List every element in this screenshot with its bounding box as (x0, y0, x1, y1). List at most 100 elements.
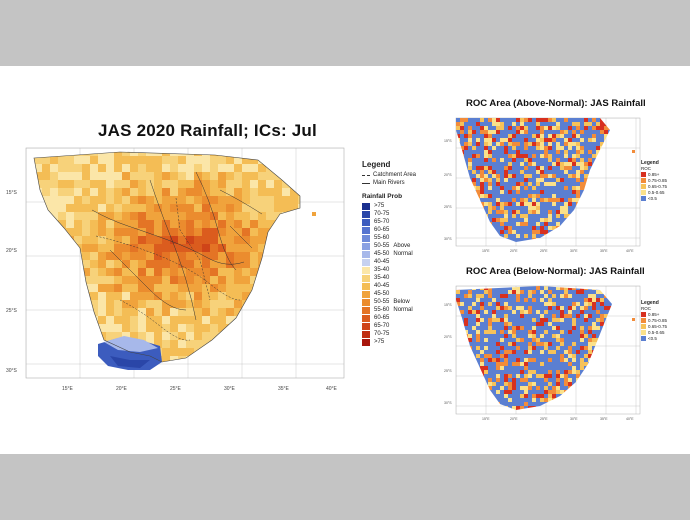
legend-bin-7: 40-45 (362, 258, 450, 266)
main-lon-label-5: 35°E (278, 386, 290, 392)
legend-bin-15: 65-70 (362, 322, 450, 330)
roc-below-lon-2: 20°E (510, 417, 518, 421)
legend-swatch (362, 234, 370, 242)
main-map-legend: Legend Catchment Area Main Rivers Rainfa… (362, 160, 450, 346)
legend-bin-3: 60-65 (362, 226, 450, 234)
roc-below-lat-3: 25°S (444, 369, 452, 373)
legend-item-label: 0.75-0.85 (648, 177, 668, 183)
legend-item-label: <0.5 (648, 335, 657, 341)
legend-bin-0: >75 (362, 202, 450, 210)
roc-above-lon-5: 35°E (600, 249, 608, 253)
legend-swatch (641, 317, 646, 323)
legend-swatch (362, 330, 370, 338)
roc-below-legend-item: 0.85+ (641, 311, 671, 317)
main-lon-label-3: 25°E (170, 386, 182, 392)
roc-above-lon-1: 15°E (482, 249, 490, 253)
legend-swatch (362, 210, 370, 218)
legend-catchment-row: Catchment Area (362, 171, 450, 179)
legend-bin-label: >75 (374, 203, 385, 209)
roc-below-lon-4: 30°E (570, 417, 578, 421)
legend-swatch (362, 226, 370, 234)
main-map-coastline (33, 151, 301, 363)
roc-below-legend-item: 0.75-0.85 (641, 317, 671, 323)
legend-item-label: 0.5-0.65 (648, 189, 665, 195)
legend-bin-10: 40-45 (362, 282, 450, 290)
roc-below-lat-1: 15°S (444, 303, 452, 307)
legend-bin-13: 55-60 Normal (362, 306, 450, 314)
roc-above-lon-2: 20°E (510, 249, 518, 253)
legend-swatch (641, 177, 646, 183)
legend-bin-11: 45-50 (362, 290, 450, 298)
roc-above-legend-item: 0.85+ (641, 171, 671, 177)
roc-below-lat-2: 20°S (444, 335, 452, 339)
legend-item-label: <0.5 (648, 195, 657, 201)
roc-above-legend: Legend ROC 0.85+ 0.75-0.85 0.65-0.75 0.5-0.… (641, 160, 671, 201)
roc-above-lat-4: 30°S (444, 237, 452, 241)
legend-bin-label: 50-55 (374, 243, 390, 249)
legend-bin-label: 35-40 (374, 275, 390, 281)
legend-bin-1: 70-75 (362, 210, 450, 218)
legend-bin-2: 65-70 (362, 218, 450, 226)
roc-above-lon-4: 30°E (570, 249, 578, 253)
legend-swatch (362, 282, 370, 290)
legend-swatch (641, 323, 646, 329)
roc-below-lon-1: 15°E (482, 417, 490, 421)
bottom-band (0, 454, 690, 520)
roc-below-lon-6: 40°E (626, 417, 634, 421)
roc-below-legend-item: <0.5 (641, 335, 671, 341)
legend-rivers-label: Main Rivers (373, 180, 405, 186)
legend-swatch (362, 314, 370, 322)
legend-bin-label: 45-50 (374, 291, 390, 297)
main-map-title: JAS 2020 Rainfall; ICs: Jul (98, 121, 317, 140)
roc-below-title: ROC Area (Below-Normal): JAS Rainfall (466, 266, 645, 277)
legend-bin-14: 60-65 (362, 314, 450, 322)
main-map-island-marker (312, 212, 316, 216)
legend-bin-8: 35-40 (362, 266, 450, 274)
legend-bin-5: 50-55 Above (362, 242, 450, 250)
legend-swatch (362, 242, 370, 250)
legend-bin-label: 60-65 (374, 227, 390, 233)
legend-catchment-label: Catchment Area (373, 172, 417, 178)
legend-bin-note: Normal (393, 251, 413, 257)
legend-bin-note: Above (393, 243, 411, 249)
roc-below-legend-subtitle: ROC (641, 306, 651, 311)
legend-bin-17: >75 (362, 338, 450, 346)
legend-rivers-row: Main Rivers (362, 179, 450, 187)
legend-swatch (362, 266, 370, 274)
legend-item-label: 0.85+ (648, 171, 660, 177)
roc-below-legend: Legend ROC 0.85+ 0.75-0.85 0.65-0.75 0.5-0.… (641, 300, 671, 341)
legend-swatch (362, 290, 370, 298)
roc-above-legend-item: 0.65-0.75 (641, 183, 671, 189)
main-lat-label-4: 30°S (6, 368, 18, 374)
legend-item-label: 0.75-0.85 (648, 317, 668, 323)
legend-bin-label: 65-70 (374, 219, 390, 225)
roc-above-lon-3: 25°E (540, 249, 548, 253)
legend-item-label: 0.85+ (648, 311, 660, 317)
main-lon-label-4: 30°E (224, 386, 236, 392)
main-lon-label-6: 40°E (326, 386, 338, 392)
legend-swatch (641, 335, 646, 341)
main-map-blue-patch (98, 336, 162, 370)
roc-above-legend-item: <0.5 (641, 195, 671, 201)
roc-below-legend-item: 0.5-0.65 (641, 329, 671, 335)
legend-bin-9: 35-40 (362, 274, 450, 282)
roc-above-legend-item: 0.5-0.65 (641, 189, 671, 195)
main-lon-label-1: 15°E (62, 386, 74, 392)
roc-above-lat-2: 20°S (444, 173, 452, 177)
roc-above-legend-items: 0.85+ 0.75-0.85 0.65-0.75 0.5-0.65 <0.5 (641, 171, 671, 201)
legend-bin-label: 50-55 (374, 299, 390, 305)
legend-item-label: 0.65-0.75 (648, 323, 668, 329)
legend-swatch (362, 298, 370, 306)
legend-bin-label: 65-70 (374, 323, 390, 329)
legend-bin-label: 40-45 (374, 283, 390, 289)
roc-above-lon-6: 40°E (626, 249, 634, 253)
legend-bin-note: Below (393, 299, 410, 305)
legend-bin-label: 40-45 (374, 259, 390, 265)
legend-swatch (362, 202, 370, 210)
roc-above-legend-subtitle: ROC (641, 166, 651, 171)
legend-bin-label: 45-50 (374, 251, 390, 257)
legend-swatch (641, 171, 646, 177)
roc-above-legend-title: Legend (641, 160, 659, 166)
legend-bin-6: 45-50 Normal (362, 250, 450, 258)
legend-bin-label: 55-60 (374, 235, 390, 241)
